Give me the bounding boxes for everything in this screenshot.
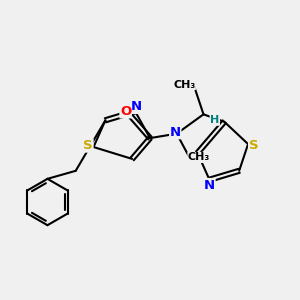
Text: O: O	[120, 105, 131, 118]
Text: N: N	[204, 178, 215, 192]
Text: N: N	[170, 126, 181, 139]
Text: CH₃: CH₃	[188, 152, 210, 162]
Text: H: H	[210, 115, 219, 125]
Text: N: N	[131, 100, 142, 113]
Text: S: S	[83, 139, 93, 152]
Text: CH₃: CH₃	[173, 80, 195, 90]
Text: S: S	[249, 139, 258, 152]
